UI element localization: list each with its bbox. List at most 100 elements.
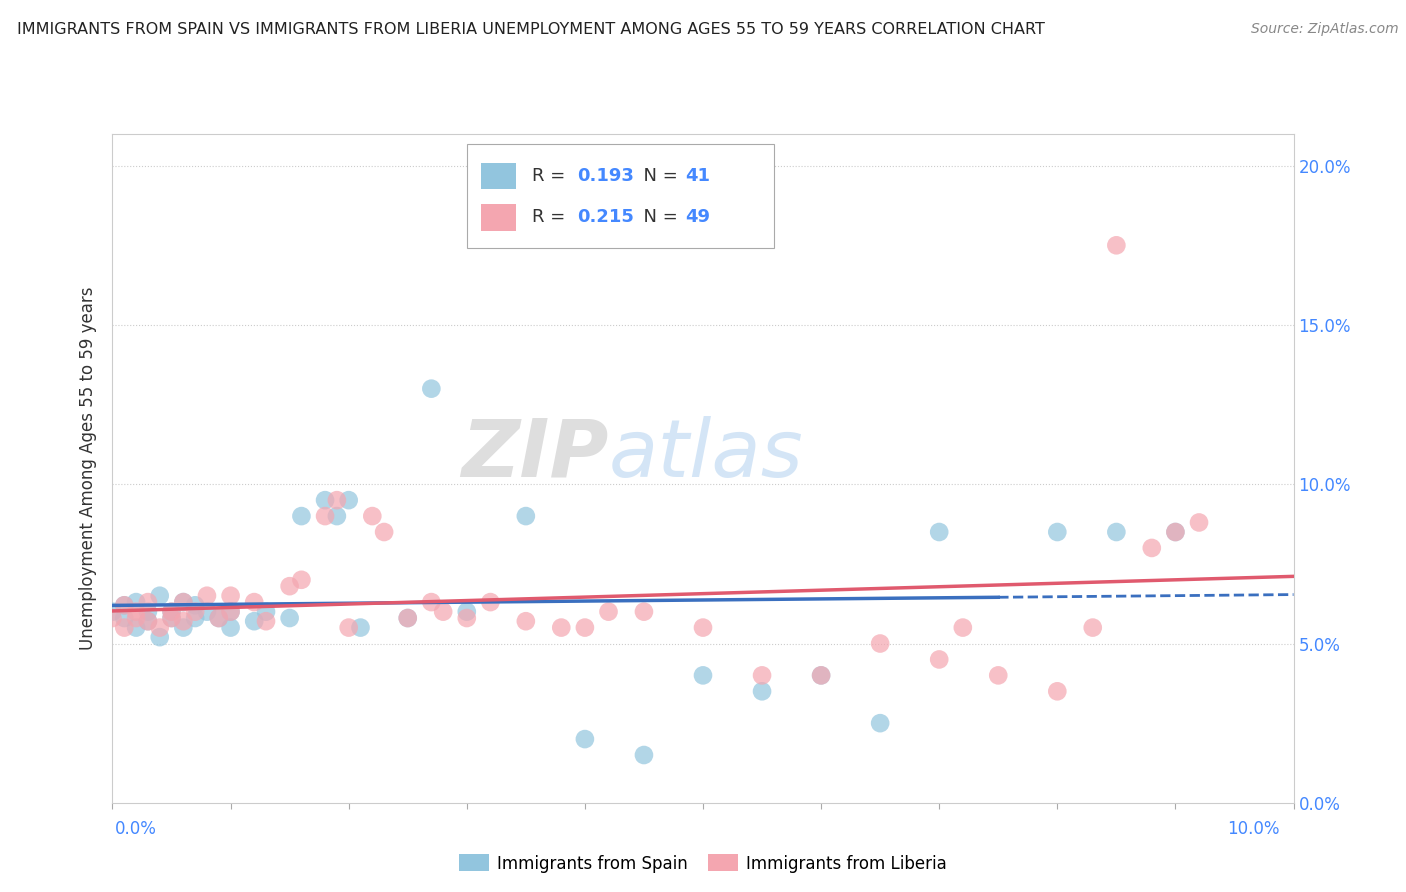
Point [219, 605, 242, 619]
Point [136, 595, 159, 609]
Point [101, 605, 124, 619]
Point [373, 524, 395, 539]
Point [420, 382, 443, 396]
Legend: Immigrants from Spain, Immigrants from Liberia: Immigrants from Spain, Immigrants from L… [453, 847, 953, 880]
Point [420, 595, 443, 609]
Point [254, 605, 277, 619]
Point [172, 621, 194, 635]
Point [101, 611, 124, 625]
Point [1105, 524, 1128, 539]
Point [349, 621, 371, 635]
Point [396, 611, 419, 625]
Point [184, 611, 207, 625]
Point [149, 621, 172, 635]
Point [208, 611, 231, 625]
Point [290, 509, 312, 524]
Text: Source: ZipAtlas.com: Source: ZipAtlas.com [1251, 22, 1399, 37]
Point [751, 684, 773, 698]
Point [598, 605, 620, 619]
Point [219, 589, 242, 603]
Point [136, 614, 159, 628]
Point [125, 605, 148, 619]
Point [112, 611, 135, 625]
FancyBboxPatch shape [481, 204, 516, 231]
Point [160, 605, 183, 619]
Point [254, 614, 277, 628]
Point [326, 493, 349, 508]
Point [1188, 516, 1211, 530]
Point [361, 509, 384, 524]
Point [112, 621, 135, 635]
Point [633, 747, 655, 762]
Point [314, 493, 336, 508]
Text: N =: N = [633, 209, 683, 227]
Point [952, 621, 974, 635]
Point [633, 605, 655, 619]
Text: 0.0%: 0.0% [115, 820, 157, 838]
Point [751, 668, 773, 682]
Text: R =: R = [531, 209, 571, 227]
Point [1046, 684, 1069, 698]
Point [172, 595, 194, 609]
Point [136, 605, 159, 619]
Point [243, 595, 266, 609]
Text: 41: 41 [685, 167, 710, 185]
Point [1105, 238, 1128, 252]
Point [692, 621, 714, 635]
Point [172, 614, 194, 628]
FancyBboxPatch shape [467, 144, 773, 248]
Text: 0.193: 0.193 [576, 167, 634, 185]
Point [160, 611, 183, 625]
Point [112, 599, 135, 613]
Point [172, 595, 194, 609]
Point [149, 589, 172, 603]
Point [243, 614, 266, 628]
Point [219, 605, 242, 619]
Point [112, 599, 135, 613]
Point [574, 732, 596, 747]
Point [810, 668, 832, 682]
Text: N =: N = [633, 167, 683, 185]
Text: IMMIGRANTS FROM SPAIN VS IMMIGRANTS FROM LIBERIA UNEMPLOYMENT AMONG AGES 55 TO 5: IMMIGRANTS FROM SPAIN VS IMMIGRANTS FROM… [17, 22, 1045, 37]
Point [928, 524, 950, 539]
Point [869, 636, 891, 650]
Point [125, 611, 148, 625]
Point [456, 605, 478, 619]
Point [550, 621, 572, 635]
Point [326, 509, 349, 524]
Point [1081, 621, 1104, 635]
Point [337, 621, 360, 635]
Text: 0.215: 0.215 [576, 209, 634, 227]
Point [692, 668, 714, 682]
Point [184, 599, 207, 613]
Point [290, 573, 312, 587]
Text: 49: 49 [685, 209, 710, 227]
Point [479, 595, 502, 609]
Point [987, 668, 1010, 682]
Point [314, 509, 336, 524]
Point [337, 493, 360, 508]
Text: 10.0%: 10.0% [1227, 820, 1279, 838]
Point [219, 621, 242, 635]
Point [432, 605, 454, 619]
Point [160, 605, 183, 619]
Point [515, 614, 537, 628]
Text: ZIP: ZIP [461, 416, 609, 494]
Point [1164, 524, 1187, 539]
Point [278, 611, 301, 625]
Text: R =: R = [531, 167, 571, 185]
Point [136, 614, 159, 628]
Point [396, 611, 419, 625]
Point [928, 652, 950, 666]
Point [125, 595, 148, 609]
Point [195, 589, 218, 603]
Point [278, 579, 301, 593]
Point [456, 611, 478, 625]
Point [160, 611, 183, 625]
Y-axis label: Unemployment Among Ages 55 to 59 years: Unemployment Among Ages 55 to 59 years [79, 286, 97, 650]
Point [195, 605, 218, 619]
FancyBboxPatch shape [481, 162, 516, 189]
Point [869, 716, 891, 731]
Point [149, 630, 172, 644]
Point [515, 509, 537, 524]
